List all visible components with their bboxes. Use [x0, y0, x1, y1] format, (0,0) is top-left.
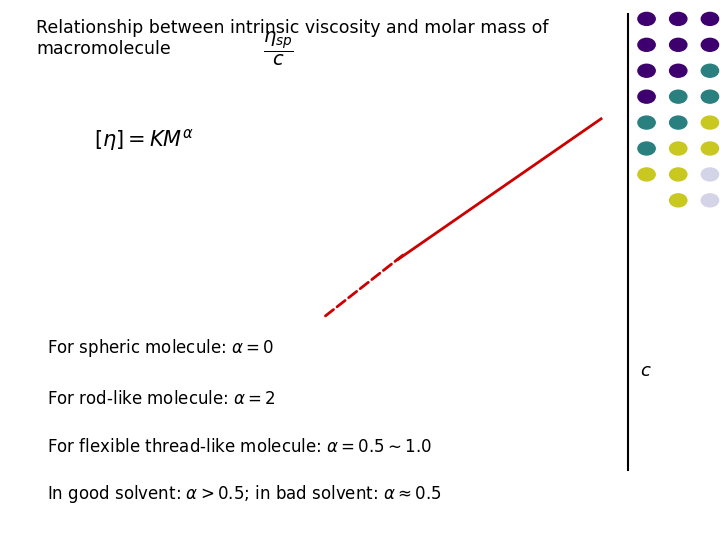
Circle shape [638, 142, 655, 155]
Circle shape [638, 38, 655, 51]
Circle shape [701, 116, 719, 129]
Circle shape [638, 116, 655, 129]
Circle shape [638, 90, 655, 103]
Text: $[\eta]= KM^{\alpha}$: $[\eta]= KM^{\alpha}$ [94, 127, 194, 153]
Text: For rod-like molecule: $\alpha= 2$: For rod-like molecule: $\alpha= 2$ [47, 390, 276, 408]
Circle shape [638, 12, 655, 25]
Circle shape [701, 142, 719, 155]
Circle shape [701, 38, 719, 51]
Circle shape [670, 12, 687, 25]
Text: $c$: $c$ [639, 362, 651, 380]
Circle shape [701, 64, 719, 77]
Text: Relationship between intrinsic viscosity and molar mass of: Relationship between intrinsic viscosity… [36, 19, 549, 37]
Circle shape [701, 194, 719, 207]
Circle shape [670, 194, 687, 207]
Circle shape [701, 90, 719, 103]
Circle shape [670, 116, 687, 129]
Circle shape [670, 142, 687, 155]
Text: In good solvent: $\alpha> 0.5$; in bad solvent: $\alpha\approx 0.5$: In good solvent: $\alpha> 0.5$; in bad s… [47, 483, 441, 505]
Circle shape [701, 12, 719, 25]
Circle shape [670, 64, 687, 77]
Text: $\dfrac{\eta_{sp}}{c}$: $\dfrac{\eta_{sp}}{c}$ [263, 30, 293, 68]
Circle shape [638, 168, 655, 181]
Circle shape [670, 38, 687, 51]
Text: macromolecule: macromolecule [36, 40, 171, 58]
Circle shape [638, 64, 655, 77]
Circle shape [670, 168, 687, 181]
Circle shape [701, 168, 719, 181]
Circle shape [670, 90, 687, 103]
Text: For flexible thread-like molecule: $\alpha= 0.5\sim1.0$: For flexible thread-like molecule: $\alp… [47, 438, 432, 456]
Text: For spheric molecule: $\alpha= 0$: For spheric molecule: $\alpha= 0$ [47, 337, 274, 359]
